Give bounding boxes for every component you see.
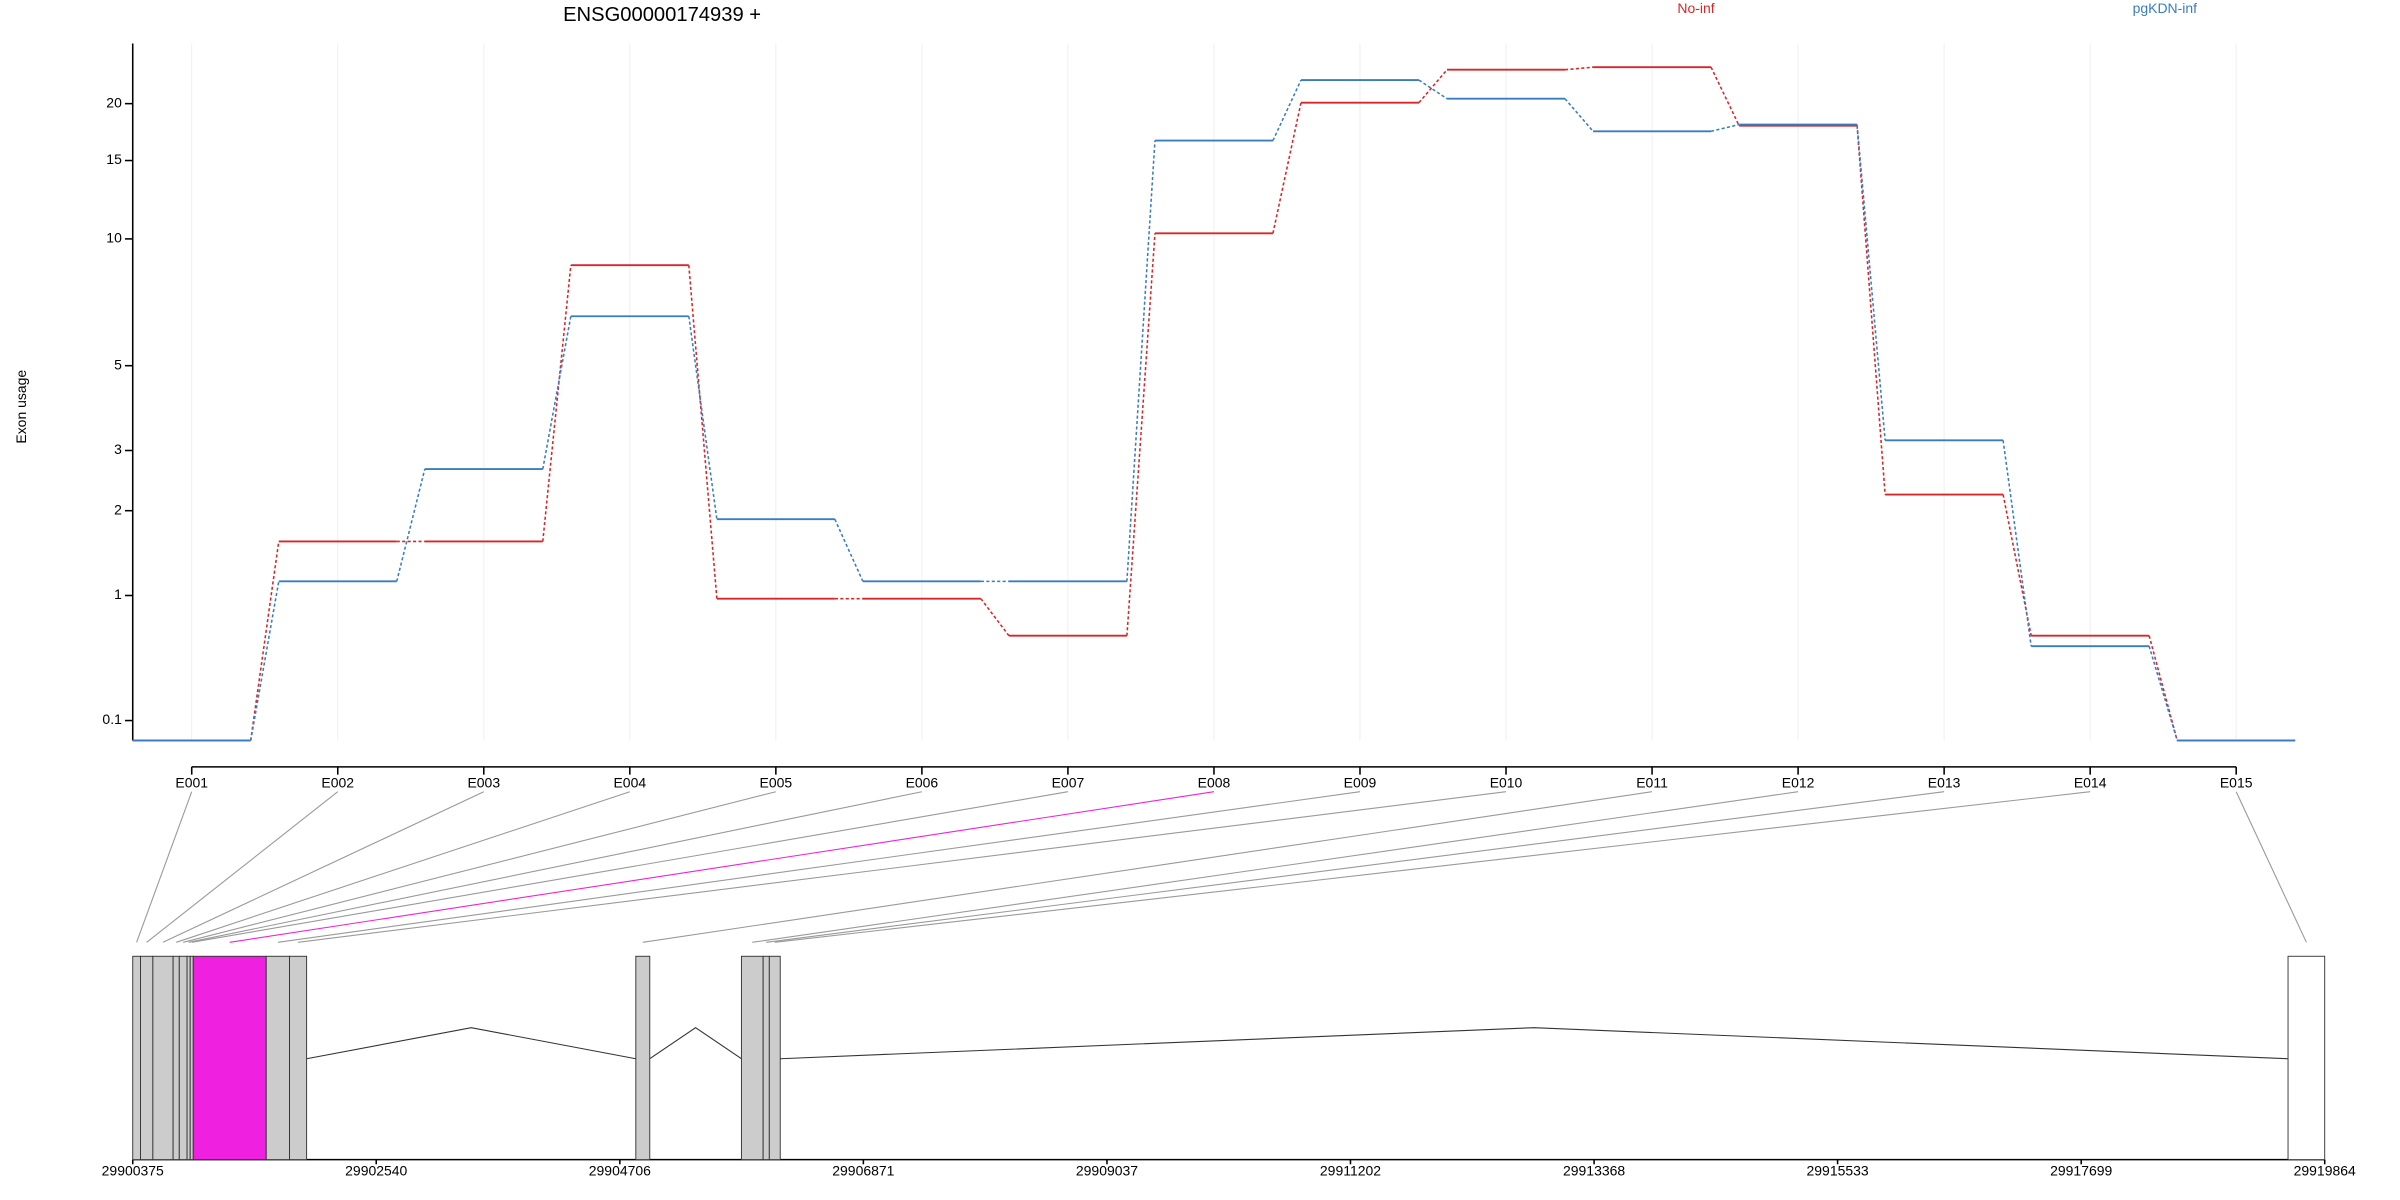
gene-tick-label: 29900375 <box>102 1163 164 1179</box>
exon-box <box>635 955 651 1161</box>
exon-link <box>191 791 1069 943</box>
exon-box <box>192 955 267 1161</box>
connector <box>1126 140 1156 582</box>
x-tick-label: E003 <box>467 775 500 791</box>
connector <box>688 265 718 599</box>
exon-link <box>766 791 1945 943</box>
exon-link <box>2235 791 2307 943</box>
y-tick-label: 2 <box>114 501 122 517</box>
intron <box>306 1027 636 1060</box>
intron <box>649 1027 742 1060</box>
exon-box <box>740 955 764 1161</box>
x-tick-label: E006 <box>906 775 939 791</box>
exon-link <box>277 791 1361 943</box>
connector <box>1710 123 1740 133</box>
x-tick-label: E013 <box>1928 775 1961 791</box>
exon-link <box>229 791 1215 943</box>
connector <box>542 316 572 470</box>
y-tick-label: 20 <box>106 94 122 110</box>
x-tick-label: E011 <box>1636 775 1668 791</box>
x-tick-label: E004 <box>614 775 647 791</box>
exon-box <box>152 955 174 1161</box>
gene-tick-label: 29906871 <box>832 1163 894 1179</box>
connector <box>249 581 280 741</box>
gene-tick-label: 29913368 <box>1563 1163 1625 1179</box>
exon-link <box>176 791 630 943</box>
y-tick-label: 10 <box>106 230 122 246</box>
exon-box <box>768 955 781 1161</box>
exon-link <box>188 791 922 943</box>
gene-tick-label: 29909037 <box>1076 1163 1138 1179</box>
x-tick-label: E015 <box>2220 775 2253 791</box>
connector <box>395 468 426 582</box>
exon-box <box>132 955 141 1161</box>
connector <box>1272 79 1302 141</box>
intron <box>780 1027 2289 1060</box>
connector <box>1126 233 1156 636</box>
connector <box>980 598 1010 637</box>
gene-tick-label: 29919864 <box>2294 1163 2356 1179</box>
exon-box <box>2287 955 2326 1161</box>
exon-box <box>178 955 188 1161</box>
y-tick-label: 5 <box>114 356 122 372</box>
x-tick-label: E002 <box>321 775 354 791</box>
x-tick-label: E010 <box>1490 775 1523 791</box>
exon-link <box>136 791 193 943</box>
y-axis-label: Exon usage <box>13 370 29 444</box>
gene-tick-label: 29915533 <box>1807 1163 1869 1179</box>
connector <box>1564 98 1594 132</box>
exon-link <box>162 791 485 943</box>
connector <box>2148 645 2178 741</box>
connector <box>542 265 572 542</box>
connector <box>2148 635 2178 741</box>
x-tick-label: E007 <box>1052 775 1085 791</box>
y-tick-label: 0.1 <box>102 711 122 727</box>
gene-tick-label: 29917699 <box>2050 1163 2112 1179</box>
legend-label: No-inf <box>1677 0 1714 16</box>
legend-label: pgKDN-inf <box>2133 0 2198 16</box>
y-tick-label: 1 <box>114 586 122 602</box>
exon-link <box>183 791 776 943</box>
connector <box>688 316 718 520</box>
exon-link <box>297 791 1507 943</box>
connector <box>1710 66 1740 127</box>
chart-title: ENSG00000174939 + <box>563 4 761 26</box>
x-tick-label: E001 <box>175 775 208 791</box>
exon-link <box>774 791 2091 943</box>
x-tick-label: E012 <box>1782 775 1815 791</box>
connector <box>1564 66 1594 71</box>
connector <box>1418 69 1448 104</box>
x-tick-label: E005 <box>760 775 793 791</box>
exon-box <box>265 955 290 1161</box>
gene-tick-label: 29911202 <box>1320 1163 1381 1179</box>
x-tick-label: E014 <box>2074 775 2107 791</box>
connector <box>1856 125 1886 495</box>
y-tick-label: 3 <box>114 441 122 457</box>
exon-box <box>140 955 154 1161</box>
connector <box>2002 494 2032 636</box>
connector <box>2002 440 2032 647</box>
connector <box>1272 102 1302 234</box>
exon-link <box>146 791 339 943</box>
connector <box>834 518 864 582</box>
connector <box>1856 124 1886 441</box>
x-tick-label: E009 <box>1344 775 1377 791</box>
connector <box>249 541 280 741</box>
y-tick-label: 15 <box>106 151 122 167</box>
gene-tick-label: 29902540 <box>345 1163 407 1179</box>
exon-box <box>186 955 191 1161</box>
exon-link <box>752 791 1799 943</box>
exon-box <box>289 955 308 1161</box>
exon-box <box>762 955 770 1161</box>
x-tick-label: E008 <box>1198 775 1231 791</box>
connector <box>1418 79 1448 100</box>
exon-link <box>642 791 1653 943</box>
exon-box <box>172 955 180 1161</box>
gene-tick-label: 29904706 <box>589 1163 651 1179</box>
